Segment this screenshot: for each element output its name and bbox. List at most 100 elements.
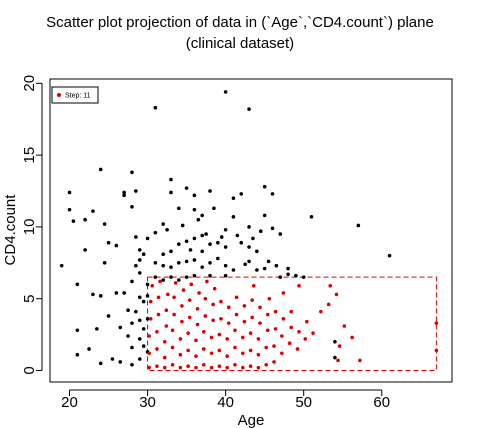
data-point-black: [83, 217, 87, 222]
data-point-red: [258, 305, 262, 310]
data-point-black: [270, 192, 275, 196]
data-point-red: [342, 324, 347, 328]
data-point-black: [114, 243, 119, 248]
data-point-black: [286, 266, 290, 271]
data-point-black: [223, 273, 228, 278]
data-point-red: [162, 355, 167, 360]
data-point-black: [270, 226, 275, 231]
data-point-black: [176, 206, 181, 211]
data-point-red: [265, 312, 270, 317]
data-point-black: [204, 232, 208, 236]
data-point-red: [147, 334, 151, 338]
data-point-black: [145, 317, 150, 321]
data-point-black: [286, 272, 290, 277]
data-point-black: [110, 357, 115, 361]
data-point-red: [201, 347, 206, 351]
data-point-black: [137, 318, 142, 323]
data-point-red: [162, 365, 167, 370]
data-point-red: [251, 283, 256, 288]
data-point-black: [145, 294, 150, 298]
data-point-black: [161, 263, 165, 268]
data-point-red: [189, 282, 194, 287]
data-point-red: [272, 344, 276, 348]
data-point-black: [333, 339, 337, 344]
data-point-red: [170, 328, 175, 333]
data-point-red: [178, 365, 183, 370]
data-point-red: [264, 362, 269, 367]
x-tick-label: 30: [139, 394, 156, 411]
data-point-red: [336, 358, 340, 363]
data-point-black: [262, 213, 267, 218]
data-point-red: [148, 299, 153, 304]
data-point-black: [255, 249, 259, 254]
data-point-red: [164, 308, 169, 312]
data-point-red: [273, 309, 278, 314]
data-point-red: [265, 328, 270, 333]
data-point-red: [147, 365, 151, 370]
data-point-red: [242, 319, 247, 324]
data-point-red: [209, 365, 214, 370]
data-point-black: [255, 268, 259, 272]
data-point-black: [176, 242, 181, 246]
data-point-red: [258, 321, 262, 325]
highlight-box: [147, 276, 437, 372]
data-point-black: [75, 328, 80, 333]
data-point-black: [118, 360, 123, 364]
data-point-black: [223, 263, 228, 268]
y-tick-label: 0: [21, 366, 38, 374]
data-point-red: [170, 362, 175, 367]
data-point-black: [126, 334, 130, 338]
data-point-black: [161, 278, 165, 282]
data-point-black: [192, 258, 197, 262]
data-point-black: [91, 209, 95, 213]
data-point-black: [208, 261, 212, 265]
data-point-red: [219, 299, 223, 304]
data-point-black: [169, 190, 173, 195]
data-point-red: [217, 364, 222, 369]
data-point-black: [145, 236, 150, 241]
data-point-black: [231, 215, 236, 219]
data-point-black: [223, 227, 228, 232]
legend-marker: [57, 93, 61, 97]
data-point-black: [247, 245, 251, 249]
data-point-black: [153, 275, 158, 279]
data-point-black: [161, 252, 165, 256]
x-tick-label: 40: [217, 394, 234, 411]
data-point-red: [203, 296, 208, 301]
data-point-red: [187, 298, 192, 302]
data-point-red: [334, 292, 339, 297]
data-point-red: [211, 318, 215, 323]
series-red-points: [147, 279, 439, 370]
data-point-red: [295, 347, 300, 351]
data-point-black: [114, 291, 119, 295]
data-point-red: [305, 319, 309, 324]
data-point-black: [141, 327, 146, 331]
data-point-red: [186, 348, 190, 353]
data-point-black: [130, 345, 134, 350]
data-point-black: [239, 192, 244, 196]
data-point-red: [147, 351, 151, 356]
data-point-black: [134, 263, 138, 268]
data-point-red: [233, 362, 237, 367]
data-point-black: [134, 189, 138, 193]
data-point-black: [141, 299, 146, 304]
data-point-black: [137, 248, 142, 252]
y-tick-label: 15: [21, 147, 38, 164]
data-point-red: [242, 304, 247, 308]
data-point-red: [267, 296, 272, 301]
data-point-red: [195, 322, 200, 327]
legend-box: [51, 86, 99, 104]
data-point-black: [161, 222, 165, 226]
data-point-black: [192, 193, 197, 198]
plot-frame: [49, 78, 453, 383]
data-point-black: [83, 248, 87, 252]
data-point-black: [98, 294, 103, 298]
data-point-red: [297, 329, 301, 334]
data-point-red: [248, 348, 253, 353]
data-point-black: [216, 240, 220, 245]
data-point-black: [208, 273, 212, 278]
data-point-red: [194, 365, 198, 370]
x-tick-label: 60: [373, 394, 390, 411]
data-point-red: [172, 312, 176, 317]
